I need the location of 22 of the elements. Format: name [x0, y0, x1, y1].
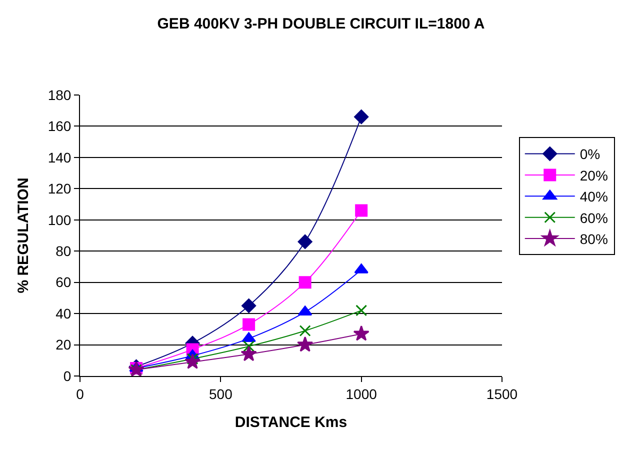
legend-label: 80% — [580, 231, 608, 248]
legend-label: 60% — [580, 210, 608, 226]
y-tick-label: 40 — [56, 305, 72, 322]
legend-label: 40% — [580, 188, 608, 205]
y-tick-label: 120 — [48, 180, 72, 197]
y-tick-label: 180 — [48, 86, 72, 103]
y-tick-label: 160 — [48, 118, 72, 134]
x-tick-label: 0 — [76, 386, 84, 402]
y-tick-label: 100 — [48, 212, 72, 228]
y-tick-label: 140 — [48, 149, 72, 166]
legend-label: 20% — [580, 167, 608, 184]
y-tick-label: 0 — [63, 368, 72, 384]
chart-title: GEB 400KV 3-PH DOUBLE CIRCUIT IL=1800 A — [157, 16, 485, 33]
x-tick-label: 1000 — [346, 386, 378, 402]
x-axis-title: DISTANCE Kms — [234, 414, 348, 431]
x-tick-label: 500 — [208, 386, 233, 402]
y-tick-label: 80 — [56, 243, 72, 260]
y-tick-label: 20 — [56, 336, 72, 353]
y-axis-title: % REGULATION — [15, 178, 32, 294]
legend-label: 0% — [580, 146, 600, 162]
y-tick-label: 60 — [56, 274, 72, 290]
x-tick-label: 1500 — [486, 386, 518, 402]
